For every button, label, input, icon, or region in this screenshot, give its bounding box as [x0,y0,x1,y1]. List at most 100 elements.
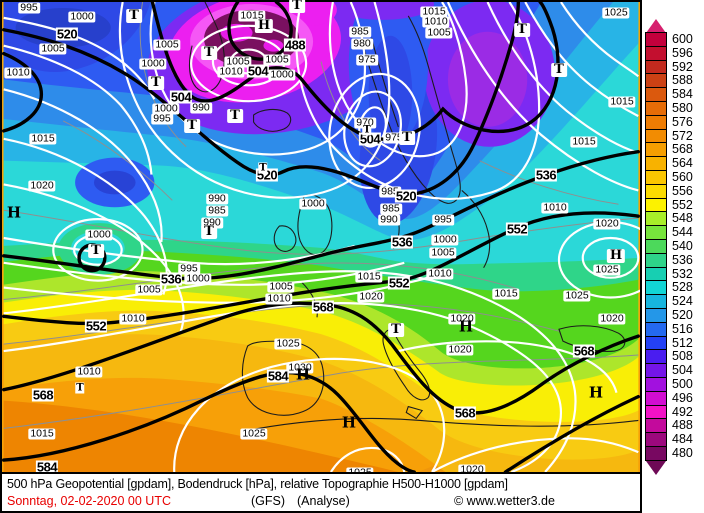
low-center-symbol: T [388,323,404,337]
geopotential-label: 536 [390,234,414,250]
scale-color-box [645,252,667,268]
scale-value-label: 492 [672,404,693,419]
pressure-label: 1010 [119,312,147,325]
pressure-label: 1015 [238,9,266,22]
pressure-label: 1015 [355,270,383,283]
pressure-label: 1005 [39,42,67,55]
scale-row: 596 [645,45,703,61]
caption-model: (GFS) [251,494,286,508]
scale-color-box [645,335,667,351]
geopotential-label: 584 [35,459,59,475]
scale-row: 572 [645,128,703,144]
pressure-label: 985 [349,25,371,38]
scale-color-box [645,432,667,447]
low-center-symbol: T [201,46,217,60]
geopotential-label: 488 [283,37,307,53]
pressure-label: 1000 [431,233,459,246]
map-label-layer: 995 1000 1005 1010 1015 1005 1000 1000 995 990 101… [2,0,640,479]
pressure-label: 990 [378,213,400,226]
scale-color-box [645,376,667,392]
scale-value-label: 488 [672,418,693,433]
scale-value-label: 552 [672,197,693,212]
scale-row: 516 [645,321,703,337]
geopotential-label: 568 [311,299,335,315]
scale-row: 524 [645,294,703,309]
high-center-symbol: H [341,413,357,432]
color-scale: 600 596 592 588 584 580 576 572 568 564 560 556 552 5… [645,19,703,475]
pressure-label: 1005 [263,53,291,66]
scale-color-box [645,211,667,227]
pressure-label: 995 [151,112,173,125]
pressure-label: 1020 [28,179,56,192]
pressure-label: 1020 [598,312,626,325]
scale-color-box [645,114,667,130]
scale-color-box [645,418,667,434]
scale-row: 564 [645,156,703,171]
scale-color-box [645,266,667,282]
scale-value-label: 592 [672,59,693,74]
scale-color-box [645,183,667,199]
geopotential-label: 504 [169,89,193,105]
scale-color-box [645,390,667,406]
low-center-symbol: T [362,124,372,136]
pressure-label: 1025 [563,289,591,302]
geopotential-label: 568 [453,405,477,421]
low-center-symbol: T [148,76,164,90]
scale-value-label: 536 [672,252,693,267]
scale-row: 536 [645,252,703,268]
scale-color-box [645,404,667,420]
pressure-label: 1000 [139,57,167,70]
pressure-label: 1000 [299,197,327,210]
scale-value-label: 516 [672,321,693,336]
scale-color-box [645,294,667,309]
pressure-label: 1015 [608,95,636,108]
weather-map-panel: 995 1000 1005 1010 1015 1005 1000 1000 995 990 101… [0,0,642,479]
scale-color-box [645,280,667,296]
scale-color-box [645,87,667,102]
scale-value-label: 560 [672,169,693,184]
caption-credit: © www.wetter3.de [454,494,555,508]
scale-row: 548 [645,211,703,227]
pressure-label: 995 [432,213,454,226]
scale-color-box [645,32,667,47]
scale-row: 600 [645,32,703,47]
pressure-label: 1015 [570,135,598,148]
pressure-label: 1010 [422,15,450,28]
scale-row: 568 [645,142,703,158]
pressure-label: 1020 [357,290,385,303]
scale-value-label: 532 [672,266,693,281]
pressure-label: 970 [354,116,376,129]
scale-color-box [645,73,667,89]
scale-value-label: 584 [672,87,693,102]
scale-value-label: 528 [672,280,693,295]
scale-row: 496 [645,390,703,406]
scale-value-label: 484 [672,432,693,447]
scale-color-box [645,225,667,240]
low-center-symbol: T [88,244,104,258]
pressure-label: 1000 [68,10,96,23]
scale-row: 480 [645,445,703,461]
scale-value-label: 524 [672,294,693,309]
scale-value-label: 564 [672,156,693,171]
pressure-label: 1025 [593,263,621,276]
scale-value-label: 596 [672,45,693,60]
scale-row: 552 [645,197,703,213]
high-center-symbol: H [588,383,604,402]
map-svg [2,2,640,472]
scale-value-label: 508 [672,349,693,364]
low-center-symbol: T [201,225,217,239]
scale-color-box [645,128,667,144]
pressure-label: 990 [206,192,228,205]
pressure-label: 1015 [29,132,57,145]
low-center-symbol: T [227,109,243,123]
pressure-label: 1000 [152,102,180,115]
low-center-symbol: T [289,0,305,13]
caption-title: 500 hPa Geopotential [gpdam], Bodendruck… [7,477,508,491]
pressure-label: 1000 [268,68,296,81]
scale-value-label: 500 [672,376,693,391]
pressure-label: 1005 [224,55,252,68]
pressure-label: 1005 [429,246,457,259]
scale-color-box [645,307,667,323]
scale-row: 532 [645,266,703,282]
